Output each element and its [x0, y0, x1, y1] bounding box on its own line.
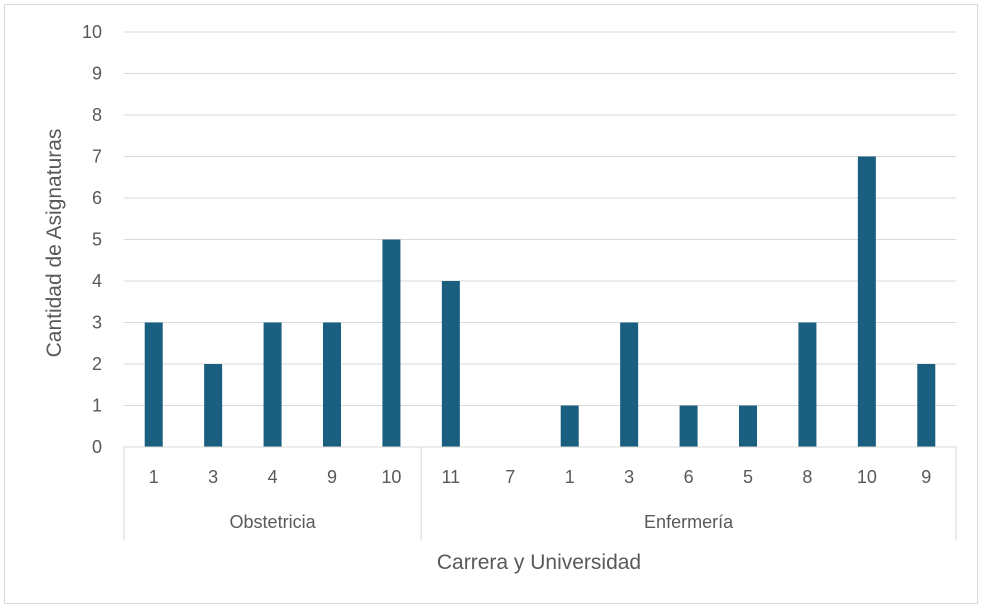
bar: [323, 322, 341, 447]
bar: [620, 322, 639, 447]
bar: [739, 405, 757, 447]
x-tick-label: 3: [624, 467, 634, 487]
bar: [917, 364, 936, 447]
bar: [263, 322, 282, 447]
x-tick-label: 5: [743, 467, 753, 487]
x-tick-label: 11: [442, 467, 461, 487]
x-tick-label: 10: [381, 467, 401, 487]
x-tick-label: 1: [565, 467, 575, 487]
y-tick-label: 10: [82, 22, 102, 42]
y-tick-label: 4: [92, 271, 102, 291]
bar: [382, 239, 401, 447]
x-tick-label: 10: [857, 467, 877, 487]
y-tick-label: 6: [92, 188, 102, 208]
x-tick-label: 8: [802, 467, 812, 487]
y-tick-label: 1: [92, 396, 102, 416]
axes: 0 1 2 3 4 5 6 7 8 9 10 1 3 4 9 10 11 7 1 3 6 5 8 10 9 Obstetricia…: [82, 22, 957, 540]
bar: [204, 364, 223, 447]
chart-frame: 0 1 2 3 4 5 6 7 8 9 10 1 3 4 9 10 11 7 1 3 6 5 8 10 9 Obstetricia…: [4, 4, 978, 604]
bars: [144, 156, 936, 447]
group-label: Enfermería: [644, 512, 734, 532]
x-tick-label: 7: [505, 467, 515, 487]
y-tick-label: 8: [92, 105, 102, 125]
y-tick-label: 9: [92, 64, 102, 84]
bar: [560, 405, 579, 447]
bar: [144, 322, 163, 447]
x-tick-label: 1: [149, 467, 159, 487]
x-tick-label: 9: [921, 467, 931, 487]
y-tick-label: 2: [92, 354, 102, 374]
y-tick-label: 7: [92, 147, 102, 167]
gridlines: [124, 31, 956, 406]
bar: [679, 405, 698, 447]
bar: [441, 281, 460, 447]
x-tick-label: 3: [208, 467, 218, 487]
group-label: Obstetricia: [230, 512, 317, 532]
y-tick-label: 3: [92, 313, 102, 333]
x-axis-title: Carrera y Universidad: [437, 551, 641, 574]
bar: [798, 322, 817, 447]
y-axis-title: Cantidad de Asignaturas: [43, 129, 66, 358]
x-tick-label: 4: [268, 467, 278, 487]
bar-chart: 0 1 2 3 4 5 6 7 8 9 10 1 3 4 9 10 11 7 1 3 6 5 8 10 9 Obstetricia…: [43, 22, 957, 574]
bar: [857, 156, 876, 447]
y-tick-label: 0: [92, 437, 102, 457]
x-tick-label: 9: [327, 467, 337, 487]
y-tick-label: 5: [92, 230, 102, 250]
x-tick-label: 6: [684, 467, 694, 487]
